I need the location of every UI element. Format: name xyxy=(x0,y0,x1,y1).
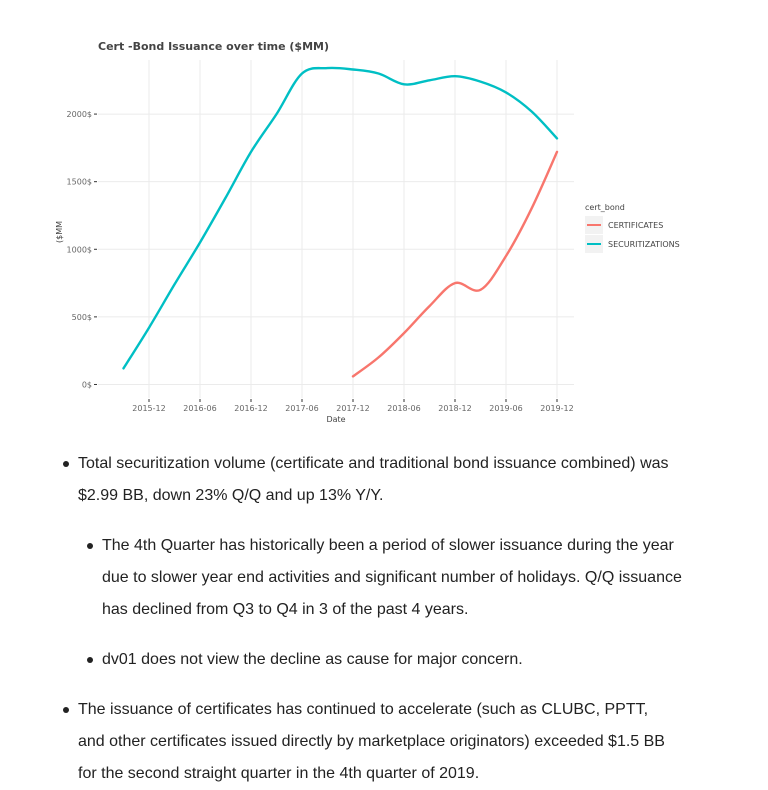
legend-label-securitizations: SECURITIZATIONS xyxy=(608,240,680,249)
x-tick-label: 2017-12 xyxy=(336,404,369,413)
y-tick-label: 0$ xyxy=(82,380,92,389)
y-tick-label: 1500$ xyxy=(67,178,92,187)
x-tick-label: 2017-06 xyxy=(285,404,318,413)
x-axis-label: Date xyxy=(326,415,345,424)
bullet-list: Total securitization volume (certificate… xyxy=(0,448,768,790)
x-tick-label: 2019-12 xyxy=(540,404,573,413)
bullet-total-volume: Total securitization volume (certificate… xyxy=(63,448,678,512)
sub-bullet-q4-seasonality: The 4th Quarter has historically been a … xyxy=(87,530,687,626)
chart-legend: cert_bond CERTIFICATES SECURITIZATIONS xyxy=(585,203,680,253)
legend-title: cert_bond xyxy=(585,203,625,212)
bullet-certificates: The issuance of certificates has continu… xyxy=(63,694,678,790)
series-line-certificates xyxy=(351,150,559,378)
chart-grid xyxy=(98,60,574,398)
chart-ticks: 0$ 500$ 1000$ 1500$ 2000$ 2015-12 2016-06 2016-… xyxy=(67,110,574,413)
commentary: Total securitization volume (certificate… xyxy=(0,448,768,790)
y-axis-label: ($MM xyxy=(55,221,64,243)
x-tick-label: 2016-06 xyxy=(183,404,216,413)
series-line-securitizations xyxy=(122,66,559,370)
chart-lines xyxy=(122,66,559,378)
y-tick-label: 500$ xyxy=(72,313,92,322)
y-tick-label: 2000$ xyxy=(67,110,92,119)
x-tick-label: 2018-12 xyxy=(438,404,471,413)
x-tick-label: 2015-12 xyxy=(132,404,165,413)
y-tick-label: 1000$ xyxy=(67,245,92,254)
x-tick-label: 2016-12 xyxy=(234,404,267,413)
issuance-chart: Cert -Bond Issuance over time ($MM) 0$ 50… xyxy=(55,40,680,424)
x-tick-label: 2018-06 xyxy=(387,404,420,413)
x-tick-label: 2019-06 xyxy=(489,404,522,413)
legend-label-certificates: CERTIFICATES xyxy=(608,221,663,230)
sub-bullet-dv01-view: dv01 does not view the decline as cause … xyxy=(87,644,687,676)
chart-title: Cert -Bond Issuance over time ($MM) xyxy=(98,40,329,53)
